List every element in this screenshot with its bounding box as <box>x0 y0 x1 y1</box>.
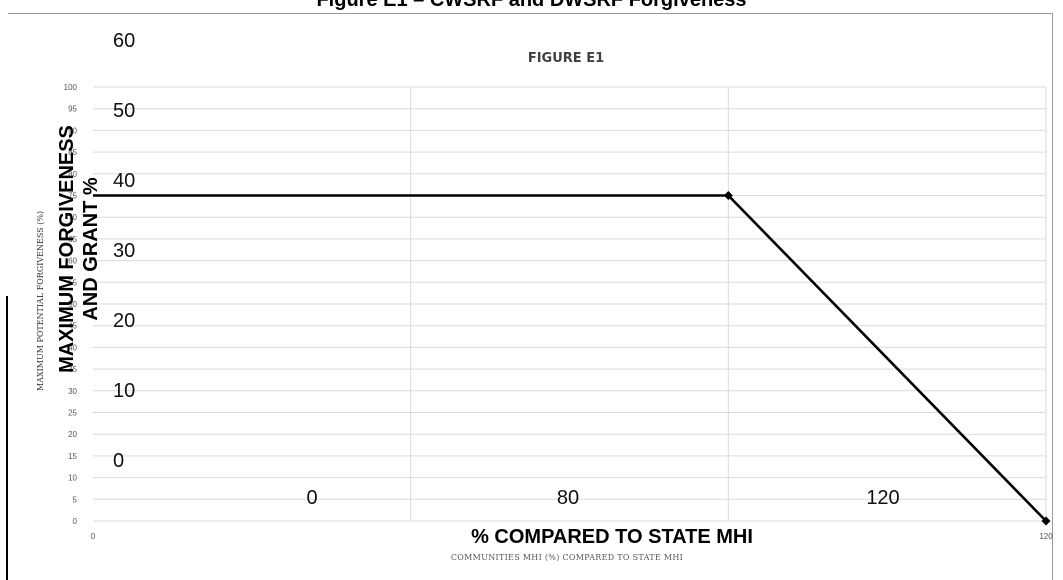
overlay-y-tick-label: 0 <box>113 450 124 472</box>
y-tick-labels: 0 5 10 15 20 25 30 35 40 45 50 55 60 65 70 75 80 85 90 95 10… <box>64 83 78 526</box>
y-tick-label: 10 <box>68 474 77 483</box>
overlay-y-tick-label: 40 <box>113 170 135 192</box>
y-tick-label: 55 <box>68 278 77 287</box>
x-tick-labels: 0 120 <box>91 532 1053 541</box>
overlay-x-tick-label: 0 <box>306 487 317 509</box>
overlay-y-label-line-1: MAXIMUM FORGIVENESS <box>56 125 78 373</box>
overlay-y-tick-labels: 0 10 20 30 40 50 60 <box>113 30 135 472</box>
grid-layer <box>93 86 1047 522</box>
y-tick-label: 100 <box>64 83 78 92</box>
y-tick-label: 80 <box>68 170 77 179</box>
overlay-x-tick-labels: 0 80 120 <box>306 487 899 509</box>
y-tick-label: 60 <box>68 257 77 266</box>
overlay-y-tick-label: 20 <box>113 310 135 332</box>
overlay-y-tick-label: 50 <box>113 100 135 122</box>
y-tick-label: 15 <box>68 452 77 461</box>
chart-title: FIGURE E1 <box>528 51 604 66</box>
y-tick-label: 40 <box>68 343 77 352</box>
y-tick-label: 25 <box>68 409 77 418</box>
overlay-y-tick-label: 30 <box>113 240 135 262</box>
y-tick-label: 85 <box>68 148 77 157</box>
data-point-marker <box>1041 516 1051 526</box>
y-tick-label: 45 <box>68 322 77 331</box>
x-tick-label: 120 <box>1039 532 1053 541</box>
y-tick-label: 90 <box>68 126 77 135</box>
y-tick-label: 35 <box>68 365 77 374</box>
y-tick-label: 30 <box>68 387 77 396</box>
overlay-x-tick-label: 120 <box>866 487 899 509</box>
page-title: Figure E1 – CWSRF and DWSRF Forgiveness <box>316 0 747 11</box>
overlay-x-tick-label: 80 <box>557 487 579 509</box>
left-border-rule <box>6 296 8 580</box>
y-tick-label: 65 <box>68 235 77 244</box>
y-tick-label: 75 <box>68 192 77 201</box>
overlay-y-tick-label: 60 <box>113 30 135 52</box>
data-point-marker <box>723 191 733 200</box>
overlay-y-tick-label: 10 <box>113 380 135 402</box>
series-line <box>93 194 1047 522</box>
y-tick-label: 95 <box>68 105 77 114</box>
y-tick-label: 50 <box>68 300 77 309</box>
series-layer <box>93 191 1051 526</box>
x-tick-label: 0 <box>91 532 96 541</box>
y-tick-label: 20 <box>68 430 77 439</box>
overlay-x-label: % COMPARED TO STATE MHI <box>471 526 753 548</box>
y-tick-label: 70 <box>68 213 77 222</box>
overlay-y-label-line-2: AND GRANT % <box>80 177 102 321</box>
y-axis-label: MAXIMUM POTENTIAL FORGIVENESS (%) <box>36 211 45 391</box>
x-axis-label: COMMUNITIES MHI (%) COMPARED TO STATE MH… <box>451 553 683 562</box>
y-tick-label: 0 <box>73 517 78 526</box>
chart-frame <box>8 13 1053 580</box>
y-tick-label: 5 <box>73 495 78 504</box>
